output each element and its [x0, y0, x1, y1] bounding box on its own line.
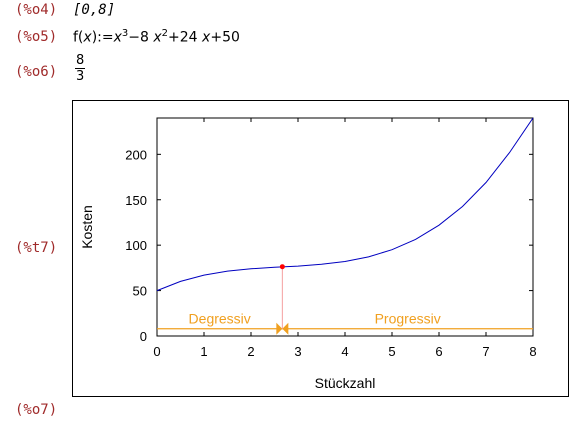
region-label-0: Degressiv: [189, 311, 251, 327]
output-label-o4: (%o4): [15, 2, 58, 18]
x-tick-label: 4: [341, 344, 348, 359]
output-label-o6: (%o6): [15, 64, 58, 80]
fn-term1-base: x: [113, 29, 122, 46]
y-tick-label: 200: [125, 147, 147, 162]
fn-assign: ):=: [91, 29, 114, 46]
fn-term3-var: x: [202, 29, 211, 46]
output-label-o7: (%o7): [15, 402, 58, 418]
plot-area-border: [156, 117, 534, 337]
region-arrow-right: [282, 322, 289, 335]
plot-frame[interactable]: [72, 100, 569, 397]
fn-term4: +50: [210, 29, 240, 46]
x-tick-label: 5: [388, 344, 395, 359]
interval-output: [0,8]: [73, 2, 116, 18]
fn-term2-base: x: [153, 29, 162, 46]
y-tick-label: 100: [125, 238, 147, 253]
x-axis-label: Stückzahl: [315, 375, 376, 391]
x-tick-label: 2: [247, 344, 254, 359]
fn-term2-exp: 2: [161, 28, 169, 39]
fraction-numerator: 8: [75, 53, 86, 69]
x-tick-label: 6: [435, 344, 442, 359]
output-label-o5: (%o5): [15, 29, 58, 45]
fraction-denominator: 3: [76, 69, 85, 84]
y-axis-label: Kosten: [79, 205, 95, 249]
x-tick-label: 3: [294, 344, 301, 359]
x-tick-label: 8: [529, 344, 536, 359]
inflection-point: [279, 264, 285, 270]
function-definition: f(x):=x3−8 x2+24 x+50: [73, 28, 240, 46]
x-tick-label: 7: [482, 344, 489, 359]
cost-curve: [156, 117, 534, 292]
inflection-fraction: 8 3: [75, 53, 86, 84]
region-arrow-left: [276, 322, 283, 335]
fn-term3-coef: +24: [168, 29, 198, 46]
output-label-t7: (%t7): [15, 240, 58, 256]
fn-prefix: f(: [73, 29, 84, 46]
fn-term1-exp: 3: [121, 28, 129, 39]
fn-term2-coef: −8: [128, 29, 149, 46]
fn-var: x: [83, 29, 92, 46]
region-label-1: Progressiv: [375, 311, 441, 327]
x-tick-label: 1: [200, 344, 207, 359]
y-tick-label: 50: [133, 284, 147, 299]
y-tick-label: 0: [140, 329, 147, 344]
y-tick-label: 150: [125, 193, 147, 208]
x-tick-label: 0: [153, 344, 160, 359]
